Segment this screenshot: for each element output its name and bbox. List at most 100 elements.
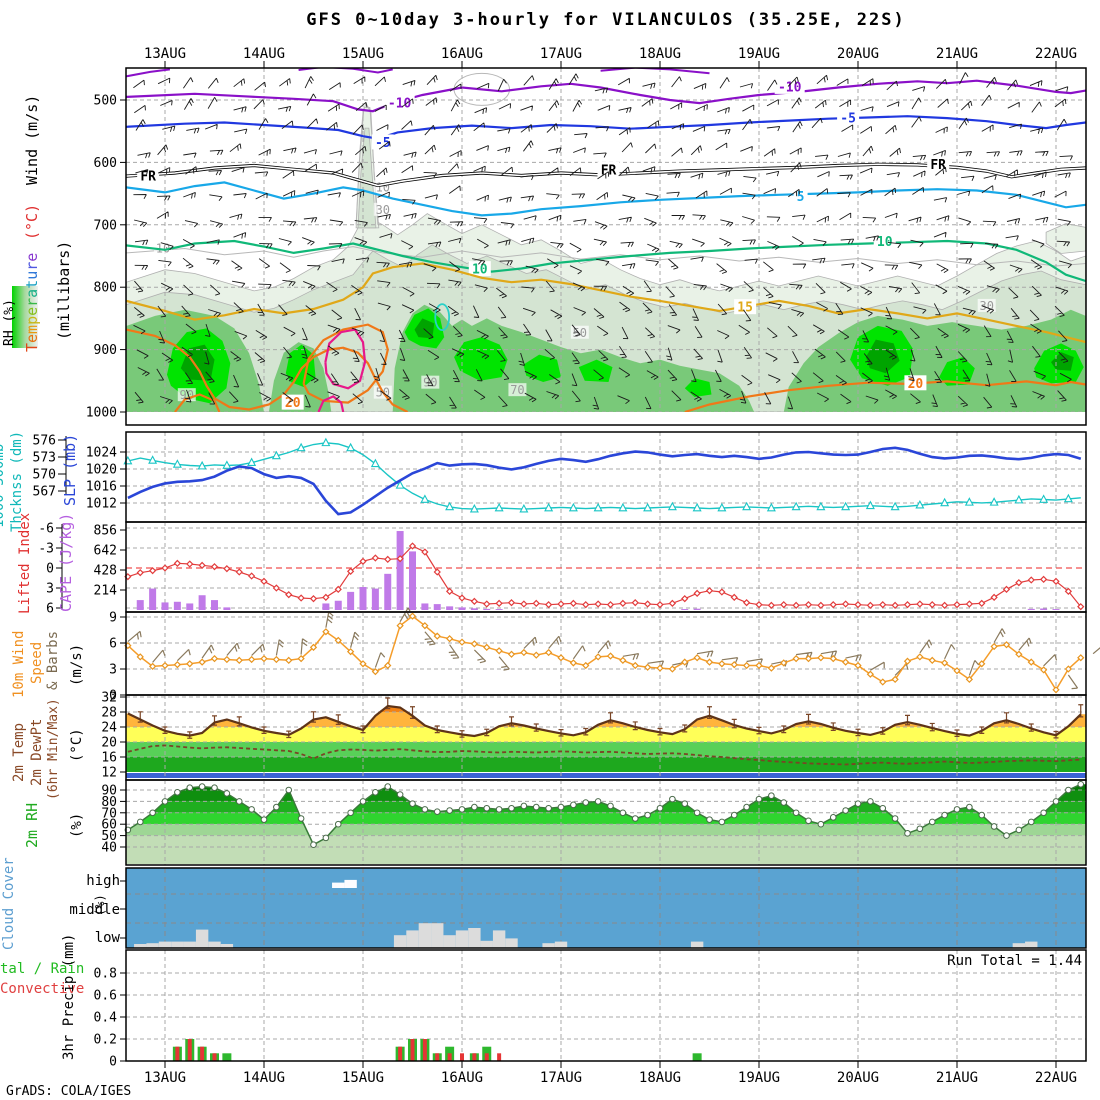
tick-label: 856: [94, 524, 117, 539]
marker-diamond: [334, 636, 342, 645]
wind-frame: [125, 611, 1087, 696]
marker-diamond: [792, 601, 800, 609]
marker-diamond: [718, 660, 726, 668]
date-label-top: 15AUG: [342, 46, 384, 62]
thickness-marker: [321, 437, 331, 447]
temp-bands: [126, 706, 1086, 772]
marker-diamond: [470, 597, 479, 605]
date-label-bottom: 20AUG: [837, 1070, 879, 1086]
tick-label: 90: [101, 784, 117, 799]
tick-label: 0: [109, 689, 117, 704]
temp-band: [126, 757, 1086, 772]
marker-diamond: [210, 563, 219, 571]
thickness-marker: [296, 442, 306, 452]
date-label-bottom: 17AUG: [540, 1070, 582, 1086]
rh-marker: [223, 790, 231, 797]
temp-contour: [434, 303, 451, 332]
marker-diamond: [210, 654, 219, 663]
rh-shading: [454, 337, 508, 381]
cape-bar: [334, 600, 342, 610]
thickness-marker: [445, 501, 455, 511]
thickness-marker: [1039, 494, 1049, 503]
marker-diamond: [260, 654, 268, 663]
temp-contour: [126, 115, 1086, 140]
thk-tick-label: 573: [33, 451, 56, 466]
rh-marker: [396, 791, 404, 798]
precip-convective-bar: [398, 1046, 403, 1061]
tick-label: 0.6: [94, 989, 117, 1004]
thickness-marker: [643, 502, 653, 512]
wind-speed-line: [127, 615, 1082, 692]
tick-label: 500: [94, 94, 117, 109]
temperature-letter: T: [23, 342, 41, 352]
rh-marker: [669, 795, 676, 803]
tick-label: 3: [109, 663, 117, 678]
precip-convective-bar: [200, 1046, 205, 1061]
marker-diamond: [223, 655, 231, 664]
tick-label: 28: [101, 706, 117, 721]
temperature-letter: e: [23, 333, 41, 343]
marker-diamond: [804, 601, 813, 609]
date-label-top: 17AUG: [540, 46, 582, 62]
marker-diamond: [495, 647, 503, 655]
marker-diamond: [322, 593, 330, 601]
contour-label: -10: [778, 80, 802, 95]
rh-marker: [235, 798, 243, 805]
cape-panel: [124, 522, 1086, 612]
marker-diamond: [1027, 576, 1035, 584]
marker-diamond: [1052, 577, 1060, 585]
marker-diamond: [136, 569, 144, 577]
cape-bar: [470, 608, 478, 610]
thickness-marker: [494, 502, 504, 512]
marker-diamond: [978, 599, 986, 607]
rh-marker: [1015, 826, 1023, 834]
label-bg: [421, 375, 440, 389]
cloud-low-bar: [158, 941, 172, 948]
thickness-marker: [395, 480, 405, 489]
marker-diamond: [136, 653, 144, 661]
marker-diamond: [866, 601, 875, 609]
rh-bands: [126, 784, 1086, 864]
temperature-axis-title: Temperature: [23, 253, 41, 352]
rh-marker: [953, 806, 961, 813]
date-label-top: 13AUG: [144, 46, 186, 62]
date-label-bottom: 19AUG: [738, 1070, 780, 1086]
label-bg: [837, 110, 860, 126]
date-label-bottom: 18AUG: [639, 1070, 681, 1086]
tick-label: 428: [94, 564, 117, 579]
date-label-bottom: 22AUG: [1035, 1070, 1077, 1086]
temp-contour: [174, 393, 221, 412]
marker-diamond: [916, 653, 924, 661]
dewpoint-line: [127, 744, 1081, 766]
tick-label: 6: [109, 637, 117, 652]
rh-shading: [357, 127, 377, 229]
marker-diamond: [408, 542, 417, 550]
temperature-letter: t: [23, 279, 41, 289]
rh-marker: [495, 806, 503, 813]
rh-marker: [211, 784, 218, 792]
marker-diamond: [161, 661, 169, 670]
rh-band: [126, 790, 1086, 802]
tick-label: 70: [101, 806, 117, 821]
rh-marker: [557, 803, 565, 811]
marker-diamond: [742, 599, 751, 607]
marker-diamond: [520, 600, 528, 608]
rh-marker: [149, 809, 156, 817]
date-label-bottom: 14AUG: [243, 1070, 285, 1086]
li-tick-label: -6: [38, 522, 54, 537]
tick-label: 1000: [86, 406, 117, 421]
temperature-letter: a: [23, 288, 41, 298]
label-bg: [373, 202, 392, 216]
marker-diamond: [643, 600, 652, 608]
thickness-marker: [791, 501, 801, 511]
rh-shading: [865, 339, 900, 374]
rh-marker: [359, 798, 367, 805]
cape-bar: [149, 588, 157, 610]
label-bg: [508, 383, 527, 397]
temp-contour: [126, 79, 1086, 113]
lifted-index-line: [127, 545, 1082, 608]
li-tick-label: 6: [46, 602, 54, 617]
marker-diamond: [297, 654, 305, 663]
tick-label: 1024: [86, 446, 117, 461]
